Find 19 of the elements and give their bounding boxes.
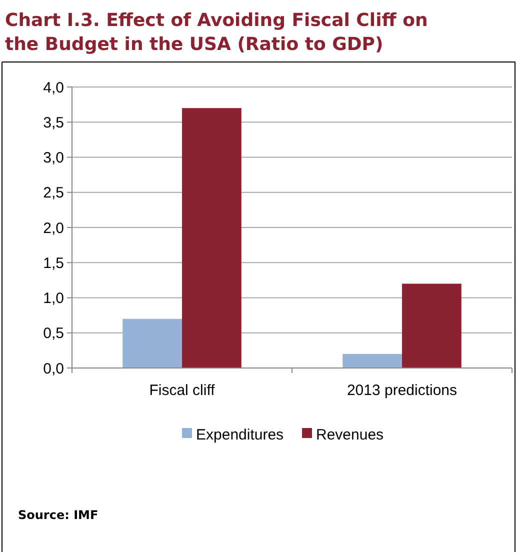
y-tick-label: 0,0 — [43, 360, 64, 378]
y-tick-label: 1,5 — [43, 254, 64, 272]
y-tick-label: 4,0 — [43, 79, 64, 96]
bar — [402, 284, 462, 368]
bar — [182, 108, 242, 368]
bar — [342, 354, 402, 368]
y-tick-label: 0,5 — [43, 325, 64, 342]
y-tick-label: 1,0 — [43, 290, 64, 307]
y-tick-label: 3,0 — [43, 150, 64, 166]
chart-title: Chart I.3. Effect of Avoiding Fiscal Cliff on the Budget in the USA (Ratio to GDP) — [5, 10, 428, 55]
source-note: Source: IMF — [18, 508, 98, 522]
y-tick-label: 3,5 — [43, 114, 64, 132]
x-tick-label: Fiscal cliff — [149, 382, 216, 399]
legend-label: Expenditures — [196, 426, 284, 444]
y-tick-label: 2,0 — [43, 220, 64, 237]
y-tick-label: 2,5 — [43, 184, 64, 202]
bar — [122, 318, 182, 368]
legend-label: Revenues — [316, 426, 384, 444]
x-tick-label: 2013 predictions — [346, 382, 458, 399]
